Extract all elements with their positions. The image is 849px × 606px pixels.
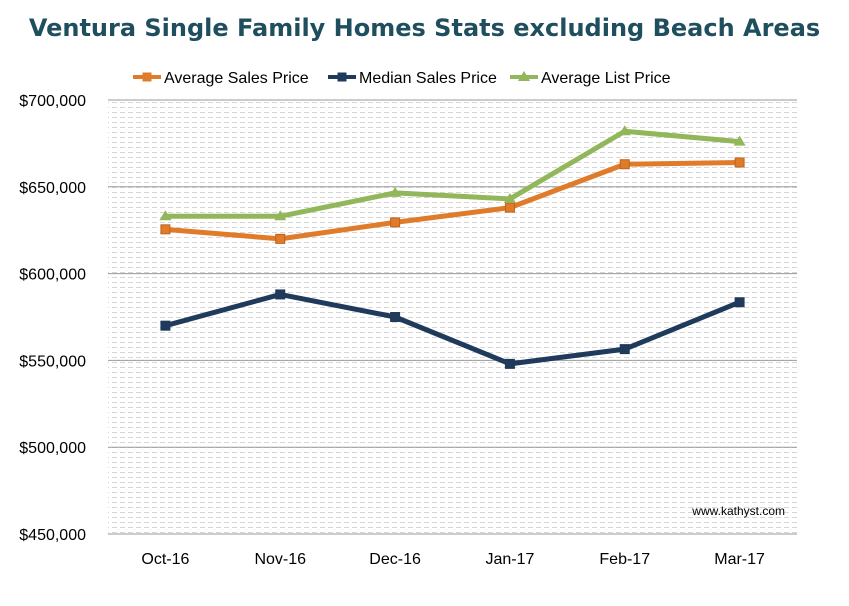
- legend-marker: [142, 72, 152, 82]
- series-line: [162, 159, 743, 242]
- plot-background: [108, 100, 797, 534]
- y-tick-label: $550,000: [19, 353, 86, 370]
- x-tick-label: Mar-17: [714, 551, 765, 568]
- data-point: [733, 135, 746, 146]
- legend-label: Average Sales Price: [164, 70, 309, 87]
- y-tick-label: $700,000: [19, 93, 86, 110]
- x-tick-label: Dec-16: [369, 551, 421, 568]
- legend: Average Sales Price Median Sales Price Ave…: [133, 70, 671, 87]
- series-line: [162, 291, 743, 367]
- data-point: [503, 192, 516, 203]
- data-point: [734, 157, 745, 168]
- legend-marker: [337, 72, 347, 82]
- data-point: [390, 312, 401, 322]
- data-point: [504, 358, 515, 369]
- data-point: [159, 210, 172, 221]
- x-tick-label: Jan-17: [485, 551, 534, 568]
- data-point: [390, 217, 401, 228]
- data-point: [504, 202, 515, 213]
- data-point: [275, 289, 286, 300]
- data-point: [734, 297, 745, 308]
- legend-label: Average List Price: [541, 70, 671, 87]
- data-point: [619, 159, 630, 170]
- y-tick-label: $650,000: [19, 180, 86, 197]
- legend-label: Median Sales Price: [359, 70, 497, 87]
- plot-area: [108, 100, 797, 534]
- data-point: [618, 125, 631, 136]
- x-tick-label: Feb-17: [599, 551, 650, 568]
- chart-title: Ventura Single Family Homes Stats exclud…: [28, 14, 821, 42]
- y-tick-label: $600,000: [19, 267, 86, 284]
- x-axis-ticks: Oct-16 Nov-16 Dec-16 Jan-17 Feb-17 Mar-17: [141, 551, 765, 568]
- x-tick-label: Nov-16: [254, 551, 306, 568]
- y-axis-ticks: $700,000 $650,000 $600,000 $550,000 $500,000…: [19, 93, 86, 544]
- y-tick-label: $500,000: [19, 440, 86, 457]
- series-line: [162, 128, 743, 219]
- data-point: [160, 224, 171, 235]
- legend-marker: [518, 71, 530, 81]
- watermark-text: www.kathyst.com: [691, 504, 785, 518]
- series-lines: [159, 125, 746, 369]
- data-point: [389, 186, 402, 197]
- data-point: [274, 210, 287, 221]
- data-point: [619, 344, 630, 355]
- x-tick-label: Oct-16: [141, 551, 189, 568]
- gridlines: [108, 99, 797, 535]
- y-tick-label: $450,000: [19, 527, 86, 544]
- data-point: [160, 320, 171, 331]
- data-point: [275, 233, 286, 244]
